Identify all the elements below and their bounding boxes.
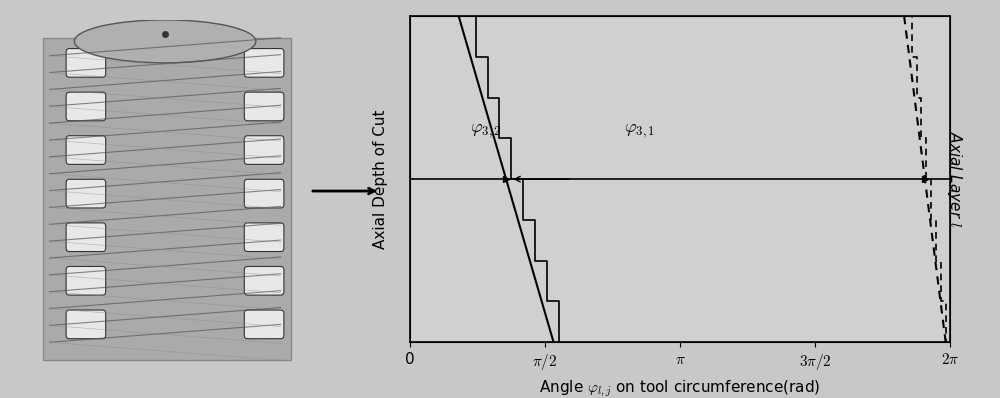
FancyBboxPatch shape bbox=[244, 136, 284, 164]
Ellipse shape bbox=[74, 20, 256, 63]
FancyBboxPatch shape bbox=[244, 49, 284, 77]
FancyBboxPatch shape bbox=[66, 49, 106, 77]
FancyBboxPatch shape bbox=[244, 179, 284, 208]
X-axis label: Angle $\varphi_{l,j}$ on tool circumference(rad): Angle $\varphi_{l,j}$ on tool circumfere… bbox=[539, 379, 821, 398]
FancyBboxPatch shape bbox=[244, 310, 284, 339]
FancyBboxPatch shape bbox=[244, 267, 284, 295]
Y-axis label: Axial Layer $l$: Axial Layer $l$ bbox=[945, 131, 964, 227]
FancyBboxPatch shape bbox=[66, 179, 106, 208]
FancyBboxPatch shape bbox=[66, 267, 106, 295]
FancyBboxPatch shape bbox=[66, 92, 106, 121]
FancyBboxPatch shape bbox=[66, 310, 106, 339]
FancyBboxPatch shape bbox=[244, 223, 284, 252]
FancyBboxPatch shape bbox=[66, 223, 106, 252]
Y-axis label: Axial Depth of Cut: Axial Depth of Cut bbox=[373, 109, 388, 249]
Text: $\varphi_{3,1}$: $\varphi_{3,1}$ bbox=[624, 122, 655, 140]
Text: $\varphi_{3,2}$: $\varphi_{3,2}$ bbox=[470, 122, 501, 140]
FancyBboxPatch shape bbox=[66, 136, 106, 164]
FancyBboxPatch shape bbox=[244, 92, 284, 121]
Bar bbox=[43, 38, 290, 360]
